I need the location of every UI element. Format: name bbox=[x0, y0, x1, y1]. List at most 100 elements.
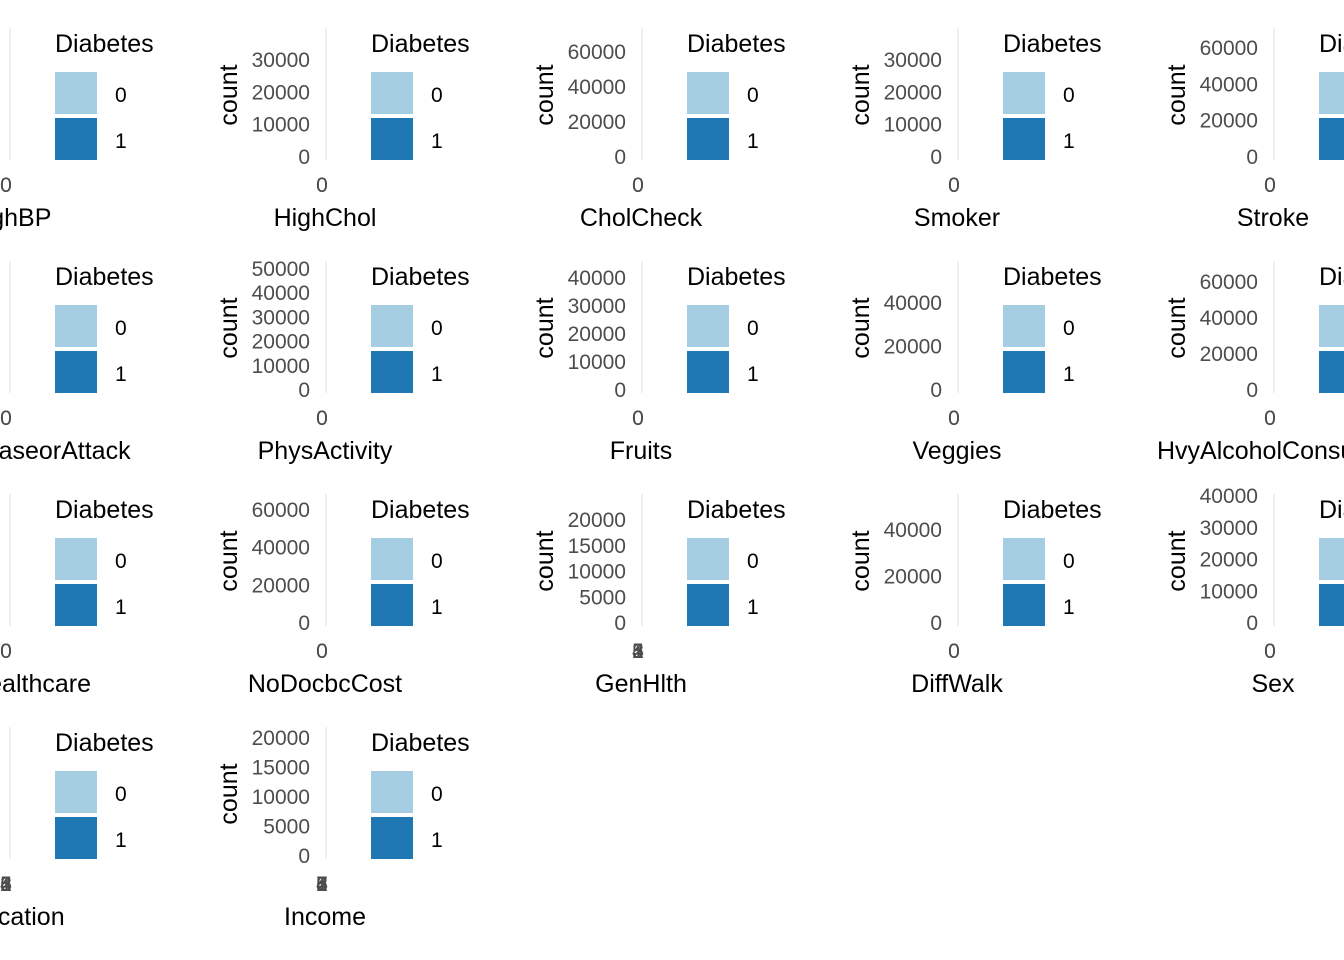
legend-label-1: 1 bbox=[1063, 596, 1075, 619]
legend-swatch-0 bbox=[1003, 72, 1045, 114]
legend-title: Diabetes bbox=[687, 496, 786, 524]
x-tick-label: 4 bbox=[316, 873, 328, 896]
legend-swatch-1 bbox=[55, 351, 97, 393]
legend-title: Diabetes bbox=[687, 263, 786, 291]
y-tick-label: 10000 bbox=[252, 355, 310, 378]
legend-title: Diabetes bbox=[55, 496, 154, 524]
facet-panel-income: 05000100001500020000count12345678IncomeD… bbox=[215, 727, 470, 931]
legend-swatch-0 bbox=[371, 538, 413, 580]
legend-label-1: 1 bbox=[1063, 363, 1075, 386]
x-tick-label: 8 bbox=[316, 873, 328, 896]
legend-swatch-0 bbox=[55, 305, 97, 347]
legend-label-0: 0 bbox=[431, 84, 443, 107]
y-tick-label: 40000 bbox=[568, 76, 626, 99]
y-tick-label: 60000 bbox=[1200, 271, 1258, 294]
legend-swatch-0 bbox=[55, 72, 97, 114]
x-tick-label: 0 bbox=[632, 174, 644, 197]
legend-swatch-1 bbox=[371, 817, 413, 859]
x-axis-label: HighBP bbox=[0, 204, 51, 232]
facet-panel-genhlth: 05000100001500020000count12345GenHlthDia… bbox=[531, 494, 786, 698]
y-axis-title: count bbox=[531, 64, 559, 125]
legend-label-1: 1 bbox=[115, 596, 127, 619]
y-tick-label: 40000 bbox=[252, 282, 310, 305]
y-tick-label: 40000 bbox=[1200, 73, 1258, 96]
legend-swatch-1 bbox=[371, 351, 413, 393]
x-axis-label: HighChol bbox=[274, 204, 377, 232]
legend-label-0: 0 bbox=[115, 317, 127, 340]
y-tick-label: 5000 bbox=[263, 816, 310, 839]
legend-label-0: 0 bbox=[115, 84, 127, 107]
x-tick-label: 2 bbox=[632, 640, 644, 663]
legend-title: Diabetes bbox=[1319, 30, 1344, 58]
legend-swatch-0 bbox=[687, 72, 729, 114]
x-tick-label: 0 bbox=[948, 407, 960, 430]
legend-swatch-0 bbox=[1319, 305, 1344, 347]
legend-swatch-1 bbox=[55, 584, 97, 626]
y-tick-label: 40000 bbox=[252, 537, 310, 560]
legend-title: Diabetes bbox=[1319, 496, 1344, 524]
x-tick-label: 5 bbox=[632, 640, 644, 663]
legend-swatch-0 bbox=[55, 538, 97, 580]
x-tick-label: 0 bbox=[316, 174, 328, 197]
y-axis-title: count bbox=[215, 64, 243, 125]
legend-label-0: 0 bbox=[1063, 84, 1075, 107]
facet-panel-highbp: 00HighBPDiabetes01 bbox=[0, 28, 154, 232]
x-tick-label: 0 bbox=[316, 407, 328, 430]
legend-swatch-0 bbox=[687, 305, 729, 347]
legend-label-1: 1 bbox=[115, 363, 127, 386]
legend-swatch-0 bbox=[1319, 72, 1344, 114]
y-tick-label: 0 bbox=[1246, 146, 1258, 169]
x-axis-label: CholCheck bbox=[580, 204, 703, 232]
legend-label-1: 1 bbox=[431, 596, 443, 619]
x-axis-label: Fruits bbox=[610, 437, 673, 465]
y-axis-title: count bbox=[847, 530, 875, 591]
y-tick-label: 20000 bbox=[568, 323, 626, 346]
x-tick-label: 0 bbox=[1264, 174, 1276, 197]
legend-title: Diabetes bbox=[371, 729, 470, 757]
x-tick-label: 5 bbox=[316, 873, 328, 896]
legend-title: Diabetes bbox=[371, 496, 470, 524]
y-tick-label: 10000 bbox=[884, 114, 942, 137]
y-tick-label: 0 bbox=[298, 146, 310, 169]
legend-swatch-1 bbox=[1319, 118, 1344, 160]
y-tick-label: 30000 bbox=[1200, 517, 1258, 540]
legend-label-0: 0 bbox=[1063, 550, 1075, 573]
x-tick-label: 0 bbox=[0, 407, 12, 430]
legend-swatch-1 bbox=[687, 118, 729, 160]
x-tick-label: 0 bbox=[948, 407, 960, 430]
y-tick-label: 0 bbox=[930, 146, 942, 169]
x-tick-label: 4 bbox=[0, 873, 12, 896]
x-tick-label: 1 bbox=[316, 873, 328, 896]
legend-label-0: 0 bbox=[115, 550, 127, 573]
x-tick-label: 0 bbox=[632, 407, 644, 430]
x-tick-label: 6 bbox=[316, 873, 328, 896]
y-tick-label: 60000 bbox=[252, 499, 310, 522]
facet-panel-nodocbccost: 0200004000060000count00NoDocbcCostDiabet… bbox=[215, 494, 470, 698]
facet-panel-cholcheck: 0200004000060000count00CholCheckDiabetes… bbox=[531, 28, 786, 232]
x-axis-label: Sex bbox=[1251, 670, 1295, 698]
legend-swatch-0 bbox=[55, 771, 97, 813]
x-tick-label: 1 bbox=[632, 640, 644, 663]
y-tick-label: 20000 bbox=[568, 111, 626, 134]
legend-label-1: 1 bbox=[115, 130, 127, 153]
legend-label-0: 0 bbox=[1063, 317, 1075, 340]
x-tick-label: 0 bbox=[948, 640, 960, 663]
y-tick-label: 15000 bbox=[252, 757, 310, 780]
legend-swatch-1 bbox=[55, 118, 97, 160]
x-axis-label: AnyHealthcare bbox=[0, 670, 91, 698]
x-tick-label: 0 bbox=[1264, 640, 1276, 663]
x-axis-label: DiffWalk bbox=[911, 670, 1003, 698]
legend-label-1: 1 bbox=[431, 829, 443, 852]
legend-swatch-1 bbox=[1003, 351, 1045, 393]
y-tick-label: 60000 bbox=[568, 41, 626, 64]
y-tick-label: 20000 bbox=[252, 727, 310, 750]
x-tick-label: 0 bbox=[0, 407, 12, 430]
legend-label-0: 0 bbox=[747, 550, 759, 573]
x-tick-label: 1 bbox=[0, 873, 12, 896]
facet-panel-anyhealthcare: 00AnyHealthcareDiabetes01 bbox=[0, 494, 154, 698]
x-tick-label: 0 bbox=[632, 407, 644, 430]
legend-label-0: 0 bbox=[115, 783, 127, 806]
y-tick-label: 30000 bbox=[884, 49, 942, 72]
